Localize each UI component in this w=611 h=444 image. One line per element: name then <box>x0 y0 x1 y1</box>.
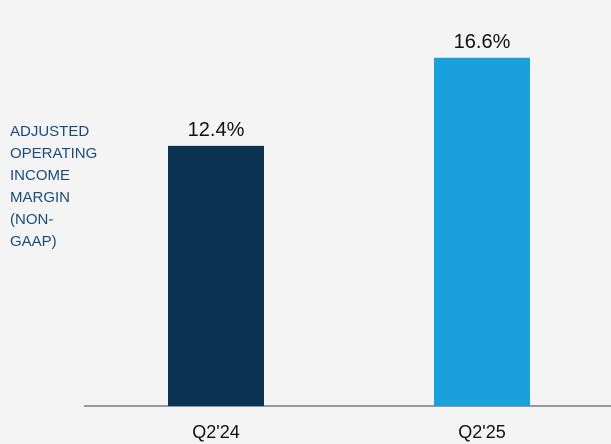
bar-2 <box>434 57 530 407</box>
bar-1 <box>168 145 264 406</box>
data-label-2: 16.6% <box>454 31 511 53</box>
data-label-1: 12.4% <box>188 119 245 141</box>
x-tick-label-1: Q2'24 <box>192 422 239 442</box>
y-axis-label: ADJUSTED OPERATING INCOME MARGIN (NON- G… <box>10 123 98 250</box>
bars-group: 12.4% Q2'24 16.6% Q2'25 <box>168 31 530 442</box>
x-tick-label-2: Q2'25 <box>458 422 505 442</box>
